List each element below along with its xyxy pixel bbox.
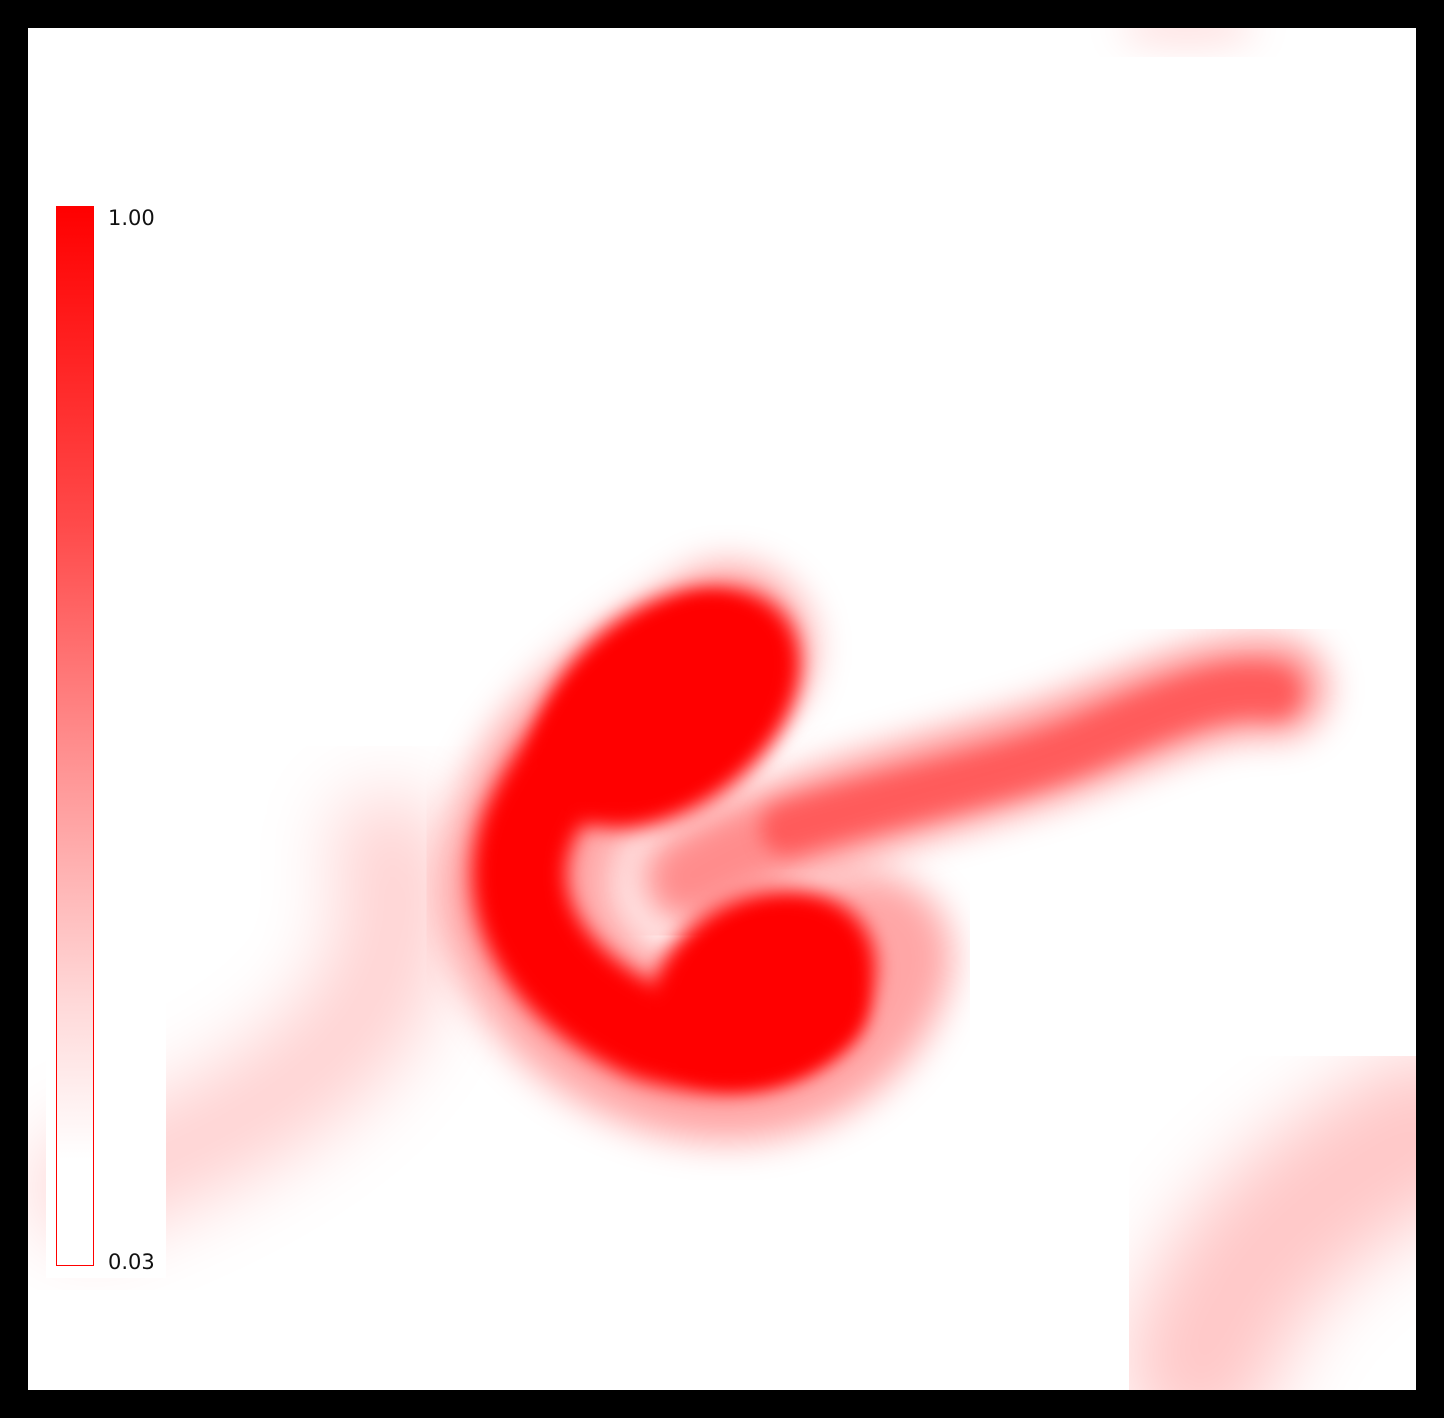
faint-plume-bottom-right	[1123, 1054, 1416, 1390]
vortex-head-lower	[650, 889, 876, 1087]
vortex-filament-core	[760, 663, 1301, 856]
colorbar-legend: 1.00 0.03	[46, 196, 166, 1278]
vortex-head-upper	[536, 587, 800, 829]
colorbar-max-label: 1.00	[108, 206, 155, 230]
visualization-viewport[interactable]: 1.00 0.03	[28, 28, 1416, 1390]
faint-blob-top	[1118, 28, 1258, 46]
colorbar-min-label: 0.03	[108, 1250, 155, 1274]
faint-plume-bottom-left	[33, 793, 454, 1243]
colorbar-gradient	[56, 206, 94, 1266]
scalar-field-plot	[33, 28, 1416, 1390]
